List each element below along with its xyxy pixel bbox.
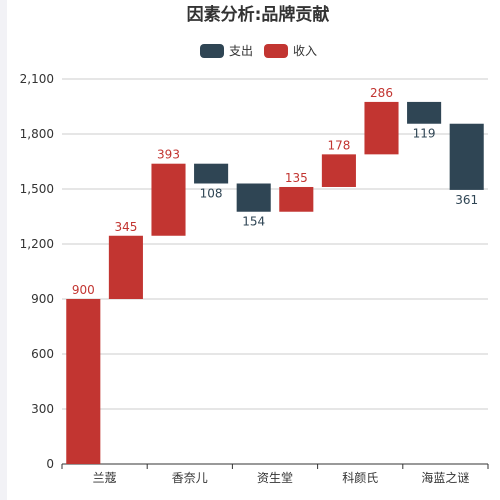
y-tick-label: 0: [46, 457, 54, 471]
data-label: 108: [200, 187, 223, 201]
bar: [321, 154, 356, 187]
legend-label-0[interactable]: 支出: [229, 44, 253, 58]
legend-swatch-1[interactable]: [264, 44, 288, 58]
chart-title: 因素分析:品牌贡献: [187, 4, 330, 25]
y-tick-label: 300: [31, 402, 54, 416]
legend-label-1[interactable]: 收入: [293, 44, 317, 58]
x-tick-label: 科颜氏: [342, 470, 378, 485]
data-label: 345: [114, 220, 137, 234]
bar: [194, 163, 229, 184]
y-tick-label: 1,200: [20, 237, 54, 251]
bar: [364, 101, 399, 155]
data-label: 900: [72, 283, 95, 297]
data-label: 154: [242, 215, 265, 229]
data-label: 178: [327, 138, 350, 152]
bar: [108, 235, 143, 299]
bar: [449, 123, 484, 190]
legend-swatch-0[interactable]: [200, 44, 224, 58]
x-tick-label: 兰蔻: [93, 471, 117, 485]
bar: [279, 186, 314, 212]
bar: [236, 183, 271, 212]
bars: [66, 101, 484, 464]
y-tick-label: 900: [31, 292, 54, 306]
bar: [66, 299, 101, 464]
bar: [407, 101, 442, 124]
data-label: 119: [413, 127, 436, 141]
x-tick-label: 资生堂: [257, 471, 293, 485]
y-tick-label: 600: [31, 347, 54, 361]
x-tick-label: 香奈儿: [172, 471, 208, 485]
x-tick-label: 海蓝之谜: [421, 470, 469, 485]
data-label: 286: [370, 86, 393, 100]
x-axis: 兰蔻 香奈儿 资生堂 科颜氏 海蓝之谜: [61, 463, 489, 485]
bar: [151, 163, 186, 236]
y-tick-label: 2,100: [20, 72, 54, 86]
data-label: 135: [285, 171, 308, 185]
legend[interactable]: 支出 收入: [200, 44, 317, 58]
data-label: 361: [455, 193, 478, 207]
y-axis-tick-labels: 0 300 600 900 1,200 1,500 1,800 2,100: [20, 72, 54, 471]
y-tick-label: 1,800: [20, 127, 54, 141]
y-tick-label: 1,500: [20, 182, 54, 196]
data-labels: 900 345 393 108 154 135 178 286 119 361: [72, 86, 478, 297]
page-edge-strip: [0, 0, 7, 500]
data-label: 393: [157, 148, 180, 162]
